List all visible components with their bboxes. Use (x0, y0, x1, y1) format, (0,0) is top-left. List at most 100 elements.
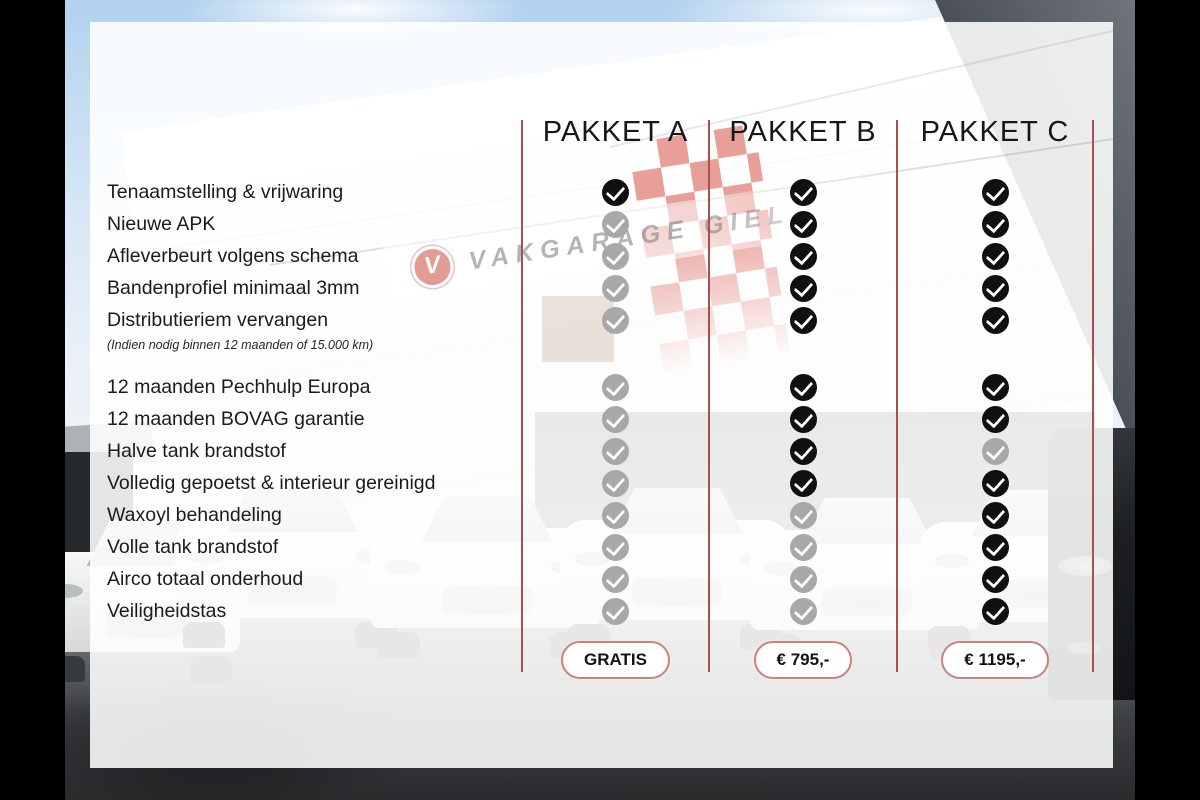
check-included-icon (789, 373, 817, 401)
package-b-cell (709, 565, 897, 593)
feature-label: Nieuwe APK (107, 212, 216, 235)
check-excluded-icon (602, 565, 629, 593)
check-included-icon (981, 405, 1009, 433)
check-excluded-icon (602, 501, 629, 529)
feature-rows: Tenaamstelling & vrijwaring Nieuwe APK A… (90, 176, 1113, 627)
check-included-icon (981, 565, 1009, 593)
check-excluded-icon (602, 437, 629, 465)
package-c-cell (897, 405, 1093, 433)
package-b-cell (709, 469, 897, 497)
check-excluded-icon (981, 437, 1009, 465)
package-a-cell (522, 242, 709, 270)
package-a-cell (522, 373, 709, 401)
package-a-cell (522, 501, 709, 529)
check-excluded-icon (602, 533, 629, 561)
row-group-gap (90, 357, 1113, 371)
price-spacer (90, 641, 522, 679)
check-included-icon (981, 597, 1009, 625)
feature-label: Bandenprofiel minimaal 3mm (107, 276, 360, 299)
feature-row: Bandenprofiel minimaal 3mm (90, 272, 1113, 304)
column-divider (521, 120, 523, 672)
column-divider (1092, 120, 1094, 672)
package-a-cell (522, 405, 709, 433)
price-button-c[interactable]: € 1195,- (941, 641, 1049, 679)
package-b-cell (709, 405, 897, 433)
check-excluded-icon (602, 597, 629, 625)
price-button-a[interactable]: GRATIS (561, 641, 670, 679)
package-c-cell (897, 373, 1093, 401)
check-excluded-icon (602, 210, 629, 238)
feature-label: Distributieriem vervangen (107, 308, 329, 331)
package-c-cell (897, 178, 1093, 206)
check-included-icon (789, 242, 817, 270)
package-header-b: PAKKET B (729, 116, 877, 148)
package-a-cell (522, 437, 709, 465)
feature-label: Waxoyl behandeling (107, 503, 282, 526)
feature-row: 12 maanden BOVAG garantie (90, 403, 1113, 435)
feature-label: Afleverbeurt volgens schema (107, 244, 359, 267)
feature-label: Veiligheidstas (107, 599, 227, 622)
feature-row: 12 maanden Pechhulp Europa (90, 371, 1113, 403)
package-c-cell (897, 306, 1093, 334)
check-excluded-icon (602, 469, 629, 497)
package-c-cell (897, 565, 1093, 593)
feature-label: 12 maanden BOVAG garantie (107, 407, 365, 430)
price-button-b[interactable]: € 795,- (753, 641, 853, 679)
package-a-cell (522, 210, 709, 238)
package-a-cell (522, 469, 709, 497)
check-included-icon (602, 178, 629, 206)
check-included-icon (981, 533, 1009, 561)
package-b-cell (709, 533, 897, 561)
feature-note: (Indien nodig binnen 12 maanden of 15.00… (107, 338, 374, 352)
price-cell-c: € 1195,- (897, 641, 1093, 679)
left-black-bar (0, 0, 65, 800)
column-divider (896, 120, 898, 672)
check-included-icon (981, 178, 1009, 206)
feature-label: 12 maanden Pechhulp Europa (107, 375, 371, 398)
package-c-cell (897, 597, 1093, 625)
check-included-icon (789, 274, 817, 302)
check-included-icon (789, 405, 817, 433)
package-c-cell (897, 242, 1093, 270)
package-c-cell (897, 437, 1093, 465)
package-table: PAKKET A PAKKET B PAKKET C Tenaamstelling … (90, 22, 1113, 768)
feature-row: Halve tank brandstof (90, 435, 1113, 467)
check-included-icon (789, 306, 817, 334)
package-b-cell (709, 210, 897, 238)
feature-row: Veiligheidstas (90, 595, 1113, 627)
package-c-cell (897, 274, 1093, 302)
check-excluded-icon (789, 501, 817, 529)
feature-row: Airco totaal onderhoud (90, 563, 1113, 595)
package-b-cell (709, 597, 897, 625)
package-c-cell (897, 469, 1093, 497)
package-c-cell (897, 501, 1093, 529)
package-a-cell (522, 306, 709, 334)
package-b-cell (709, 373, 897, 401)
feature-row: Tenaamstelling & vrijwaring (90, 176, 1113, 208)
check-included-icon (981, 242, 1009, 270)
feature-row: Volle tank brandstof (90, 531, 1113, 563)
check-included-icon (981, 501, 1009, 529)
feature-note-row: (Indien nodig binnen 12 maanden of 15.00… (90, 333, 1113, 357)
package-a-cell (522, 274, 709, 302)
check-included-icon (981, 274, 1009, 302)
package-headers: PAKKET A PAKKET B PAKKET C (90, 114, 1113, 150)
package-a-cell (522, 565, 709, 593)
check-included-icon (981, 373, 1009, 401)
check-excluded-icon (789, 565, 817, 593)
check-excluded-icon (602, 242, 629, 270)
package-a-cell (522, 597, 709, 625)
package-c-cell (897, 533, 1093, 561)
price-row: GRATIS € 795,- € 1195,- (90, 641, 1113, 679)
check-included-icon (789, 210, 817, 238)
package-c-cell (897, 210, 1093, 238)
feature-row: Afleverbeurt volgens schema (90, 240, 1113, 272)
feature-label: Tenaamstelling & vrijwaring (107, 180, 344, 203)
check-included-icon (981, 469, 1009, 497)
package-b-cell (709, 437, 897, 465)
package-header-a: PAKKET A (542, 116, 689, 148)
column-divider (708, 120, 710, 672)
check-included-icon (981, 306, 1009, 334)
check-excluded-icon (602, 405, 629, 433)
